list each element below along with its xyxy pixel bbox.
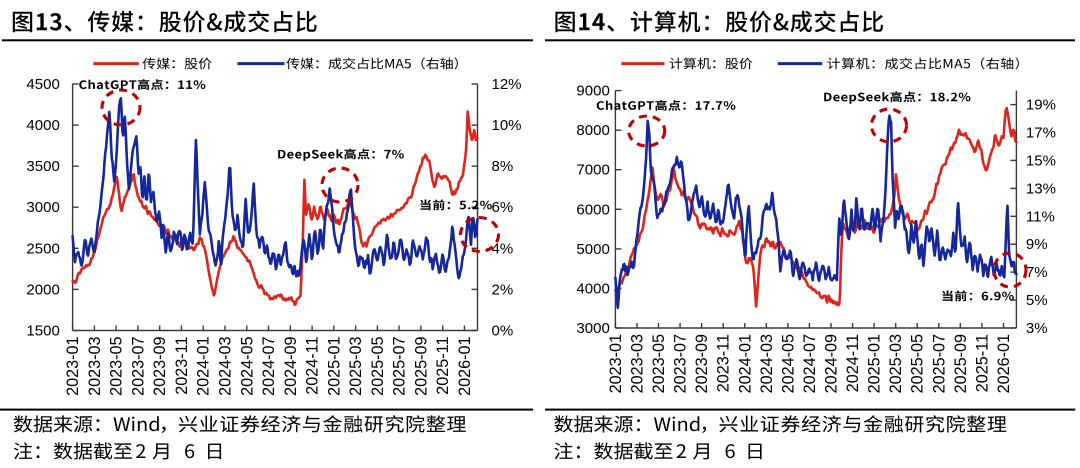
svg-text:2025-11: 2025-11 bbox=[434, 337, 452, 395]
svg-text:2025-03: 2025-03 bbox=[887, 334, 905, 393]
svg-text:2024-05: 2024-05 bbox=[238, 337, 256, 396]
svg-text:2023-05: 2023-05 bbox=[650, 334, 668, 393]
svg-text:2025-07: 2025-07 bbox=[391, 337, 409, 396]
svg-text:2024-03: 2024-03 bbox=[758, 334, 776, 393]
svg-text:2024-07: 2024-07 bbox=[260, 337, 278, 396]
svg-text:2000: 2000 bbox=[26, 281, 59, 298]
svg-text:2024-05: 2024-05 bbox=[779, 334, 797, 393]
svg-text:2025-05: 2025-05 bbox=[909, 334, 927, 393]
svg-text:8000: 8000 bbox=[576, 122, 609, 139]
svg-text:2023-01: 2023-01 bbox=[607, 334, 625, 393]
svg-text:6000: 6000 bbox=[576, 201, 609, 218]
svg-text:2023-11: 2023-11 bbox=[173, 337, 191, 395]
svg-text:2025-03: 2025-03 bbox=[347, 337, 365, 396]
svg-text:2023-03: 2023-03 bbox=[86, 337, 104, 396]
svg-text:0%: 0% bbox=[492, 323, 514, 340]
svg-text:4500: 4500 bbox=[26, 76, 59, 93]
svg-text:2024-07: 2024-07 bbox=[801, 334, 819, 393]
svg-text:11%: 11% bbox=[1026, 208, 1055, 225]
svg-text:9000: 9000 bbox=[576, 83, 609, 100]
svg-text:2024-09: 2024-09 bbox=[282, 337, 300, 396]
svg-text:2025-05: 2025-05 bbox=[369, 337, 387, 396]
svg-text:9%: 9% bbox=[1026, 236, 1048, 253]
svg-text:2025-07: 2025-07 bbox=[930, 334, 948, 393]
svg-text:2025-09: 2025-09 bbox=[412, 337, 430, 396]
svg-text:2026-01: 2026-01 bbox=[456, 337, 474, 396]
svg-text:2024-03: 2024-03 bbox=[217, 337, 235, 396]
svg-text:2025-01: 2025-01 bbox=[325, 337, 343, 396]
svg-text:15%: 15% bbox=[1026, 152, 1056, 169]
svg-text:2025-01: 2025-01 bbox=[866, 334, 884, 393]
svg-text:7000: 7000 bbox=[576, 162, 609, 179]
svg-text:2%: 2% bbox=[492, 281, 514, 298]
svg-text:19%: 19% bbox=[1026, 97, 1056, 114]
svg-text:3000: 3000 bbox=[576, 320, 609, 337]
svg-text:2023-09: 2023-09 bbox=[693, 334, 711, 393]
svg-text:6%: 6% bbox=[492, 199, 514, 216]
svg-text:2024-11: 2024-11 bbox=[844, 334, 862, 392]
svg-text:8%: 8% bbox=[492, 158, 514, 175]
svg-text:2023-05: 2023-05 bbox=[108, 337, 126, 396]
svg-text:1500: 1500 bbox=[26, 323, 59, 340]
svg-text:2023-03: 2023-03 bbox=[629, 334, 647, 393]
svg-text:4000: 4000 bbox=[576, 280, 609, 297]
svg-text:3000: 3000 bbox=[26, 199, 59, 216]
svg-text:2025-09: 2025-09 bbox=[952, 334, 970, 393]
svg-text:2023-09: 2023-09 bbox=[151, 337, 169, 396]
svg-text:2025-11: 2025-11 bbox=[973, 334, 991, 392]
svg-text:2023-07: 2023-07 bbox=[672, 334, 690, 393]
svg-text:7%: 7% bbox=[1026, 264, 1048, 281]
svg-text:5000: 5000 bbox=[576, 241, 609, 258]
svg-text:2024-09: 2024-09 bbox=[823, 334, 841, 393]
svg-text:13%: 13% bbox=[1026, 180, 1056, 197]
svg-text:2023-11: 2023-11 bbox=[715, 334, 733, 392]
svg-text:2023-01: 2023-01 bbox=[64, 337, 82, 396]
svg-text:17%: 17% bbox=[1026, 125, 1056, 142]
svg-text:2024-01: 2024-01 bbox=[195, 337, 213, 396]
svg-text:3500: 3500 bbox=[26, 158, 59, 175]
svg-text:2024-01: 2024-01 bbox=[736, 334, 754, 393]
svg-text:5%: 5% bbox=[1026, 292, 1048, 309]
svg-text:12%: 12% bbox=[492, 76, 522, 93]
svg-text:10%: 10% bbox=[492, 117, 522, 134]
svg-text:2026-01: 2026-01 bbox=[995, 334, 1013, 393]
svg-text:2024-11: 2024-11 bbox=[304, 337, 322, 395]
svg-text:2023-07: 2023-07 bbox=[129, 337, 147, 396]
svg-text:2500: 2500 bbox=[26, 240, 59, 257]
svg-text:3%: 3% bbox=[1026, 320, 1048, 337]
svg-text:4%: 4% bbox=[492, 240, 514, 257]
svg-text:4000: 4000 bbox=[26, 117, 59, 134]
